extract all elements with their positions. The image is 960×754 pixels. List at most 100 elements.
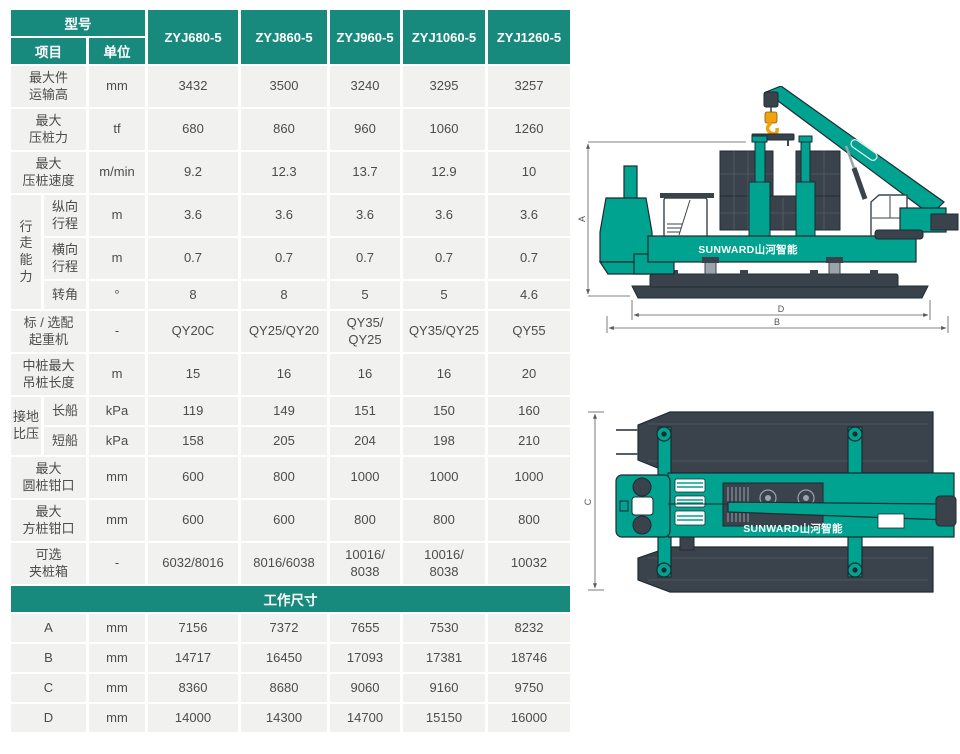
- spec-value: 1000: [330, 457, 400, 498]
- spec-value: 800: [488, 500, 570, 541]
- row-unit: m: [89, 238, 145, 279]
- spec-value: 16: [330, 354, 400, 395]
- row-label: 短船: [44, 427, 86, 455]
- spec-value: 3.6: [403, 195, 485, 236]
- table-row: 最大 圆桩钳口 mm 600 800 1000 1000 1000: [11, 457, 570, 498]
- spec-value: 7372: [241, 614, 327, 642]
- spec-value: 16000: [488, 704, 570, 732]
- spec-value: 0.7: [330, 238, 400, 279]
- model-header-zyj1260: ZYJ1260-5: [488, 10, 570, 64]
- table-header-row-1: 型号 ZYJ680-5 ZYJ860-5 ZYJ960-5 ZYJ1060-5 …: [11, 10, 570, 64]
- row-label: 纵向 行程: [44, 195, 86, 236]
- model-header-zyj960: ZYJ960-5: [330, 10, 400, 64]
- spec-value: 7655: [330, 614, 400, 642]
- spec-value: 160: [488, 397, 570, 425]
- spec-value: 8: [148, 281, 238, 309]
- row-label: 最大 方桩钳口: [11, 500, 86, 541]
- model-header-zyj680: ZYJ680-5: [148, 10, 238, 64]
- table-header-row-2: 项目 单位: [11, 38, 570, 64]
- spec-value: 7156: [148, 614, 238, 642]
- spec-value: 8680: [241, 674, 327, 702]
- crane-cab-top-view: [877, 513, 905, 529]
- support-legs: [702, 257, 843, 275]
- dim-a-label: A: [578, 216, 587, 222]
- row-group-label: 行 走 能 力: [11, 195, 41, 309]
- spec-value: 13.7: [330, 152, 400, 193]
- row-label: 最大 压桩速度: [11, 152, 86, 193]
- spec-value: 12.3: [241, 152, 327, 193]
- row-label: 可选 夹桩箱: [11, 543, 86, 584]
- table-row: 横向 行程 m 0.7 0.7 0.7 0.7 0.7: [11, 238, 570, 279]
- spec-value: 9750: [488, 674, 570, 702]
- spec-value: 5: [403, 281, 485, 309]
- spec-value: 14717: [148, 644, 238, 672]
- spec-value: 600: [241, 500, 327, 541]
- table-row: 标 / 选配 起重机 - QY20C QY25/QY20 QY35/ QY25 QY35/…: [11, 311, 570, 352]
- unit-header-label: 单位: [89, 38, 145, 64]
- table-row: 行 走 能 力纵向 行程 m 3.6 3.6 3.6 3.6 3.6: [11, 195, 570, 309]
- pulley-block: [763, 91, 779, 108]
- spec-value: 16450: [241, 644, 327, 672]
- row-unit: °: [89, 281, 145, 309]
- spec-value: 9.2: [148, 152, 238, 193]
- deck-attachment: [679, 536, 695, 551]
- spec-value: 860: [241, 109, 327, 150]
- spec-value: 8016/6038: [241, 543, 327, 584]
- row-label: B: [11, 644, 86, 672]
- spec-value: 0.7: [241, 238, 327, 279]
- table-row: 接地 比压 长船 kPa 119 149 151 150 160: [11, 397, 570, 455]
- counterweight-stack: [719, 150, 841, 231]
- spec-value: 10016/ 8038: [403, 543, 485, 584]
- spec-value: 3.6: [241, 195, 327, 236]
- spec-value: QY25/QY20: [241, 311, 327, 352]
- spec-value: QY35/ QY25: [330, 311, 400, 352]
- row-unit: mm: [89, 66, 145, 107]
- row-unit: -: [89, 311, 145, 352]
- spec-value: 16: [403, 354, 485, 395]
- spec-value: 3295: [403, 66, 485, 107]
- table-row: 中桩最大 吊桩长度 m 15 16 16 16 20: [11, 354, 570, 395]
- spec-value: 960: [330, 109, 400, 150]
- model-corner-label: 型号: [11, 10, 145, 36]
- spec-value: 1060: [403, 109, 485, 150]
- table-row: 短船 kPa 158 205 204 198 210: [11, 427, 570, 455]
- table-row: 工作尺寸: [11, 586, 570, 612]
- spec-value: 1000: [488, 457, 570, 498]
- spec-value: 151: [330, 397, 400, 425]
- row-group-label: 接地 比压: [11, 397, 41, 455]
- row-unit: mm: [89, 674, 145, 702]
- spec-value: 15: [148, 354, 238, 395]
- main-beam: [647, 235, 917, 263]
- spec-value: 4.6: [488, 281, 570, 309]
- spec-value: 14000: [148, 704, 238, 732]
- spec-value: 149: [241, 397, 327, 425]
- row-unit: mm: [89, 644, 145, 672]
- press-columns: [748, 135, 816, 239]
- table-row: 转角 ° 8 8 5 5 4.6: [11, 281, 570, 309]
- left-head: [615, 474, 671, 538]
- spec-value: 17093: [330, 644, 400, 672]
- spec-value: 10016/ 8038: [330, 543, 400, 584]
- base-pontoon: [631, 285, 929, 299]
- row-label: 中桩最大 吊桩长度: [11, 354, 86, 395]
- row-label: 转角: [44, 281, 86, 309]
- spec-value: 150: [403, 397, 485, 425]
- boom-slot-detail: [850, 139, 878, 161]
- row-unit: -: [89, 543, 145, 584]
- spec-value: 10: [488, 152, 570, 193]
- row-label: D: [11, 704, 86, 732]
- spec-value: 9060: [330, 674, 400, 702]
- spec-value: QY20C: [148, 311, 238, 352]
- left-tower: [598, 165, 675, 275]
- brand-logo: SUNWARD山河智能: [698, 243, 798, 256]
- spec-value: 3.6: [330, 195, 400, 236]
- spec-value: 10032: [488, 543, 570, 584]
- spec-value: 3.6: [488, 195, 570, 236]
- spec-value: 3240: [330, 66, 400, 107]
- spec-value: 3.6: [148, 195, 238, 236]
- row-label: 最大件 运输高: [11, 66, 86, 107]
- dimension-d: [631, 300, 931, 320]
